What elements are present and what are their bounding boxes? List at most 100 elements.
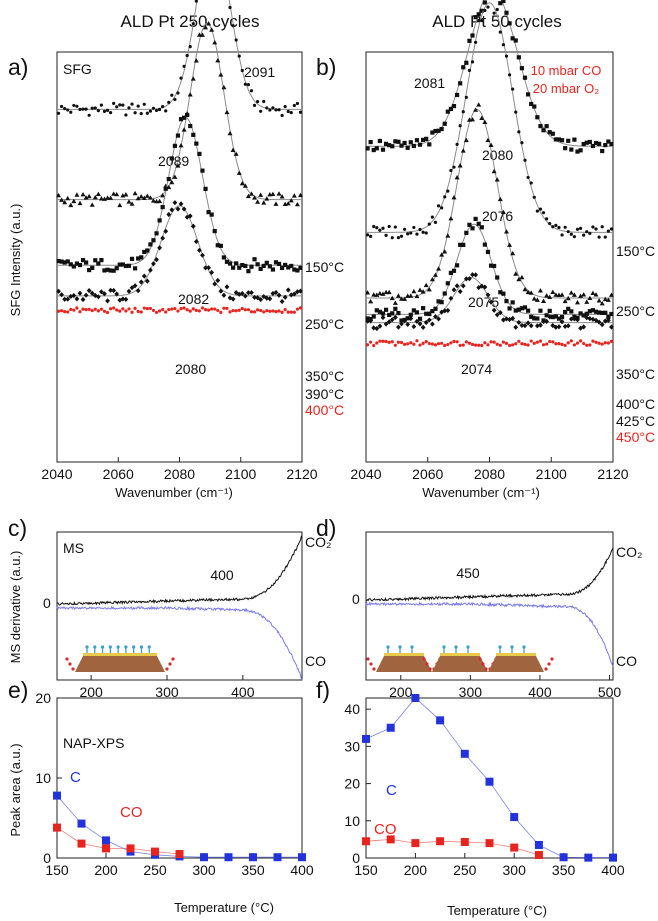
sfg-data-point [560,342,564,346]
sfg-temperature-label: 400°C [616,396,655,412]
sfg-data-point [160,192,166,198]
sfg-data-point [77,290,83,296]
sfg-data-point [84,307,88,312]
sfg-data-point [510,36,515,41]
sfg-data-point [234,261,239,266]
sfg-data-point [111,268,116,273]
sfg-data-point [433,343,438,347]
sfg-data-point [464,60,469,65]
sfg-data-point [365,316,370,321]
sfg-data-point [473,107,479,112]
sfg-data-point [105,267,110,272]
sfg-data-point [387,312,392,318]
sfg-data-point [209,27,215,32]
sfg-data-point [75,104,79,108]
oxygen-molecule [168,662,172,666]
sfg-data-point [390,236,394,240]
sfg-data-point [445,109,450,114]
sfg-data-point [377,290,383,296]
oxygen-molecule [71,667,75,671]
sfg-data-point [206,308,211,312]
sfg-data-point [181,115,187,120]
sfg-data-point [507,242,513,247]
sfg-temperature-label: 250°C [305,316,344,332]
sfg-data-point [56,258,61,264]
sfg-data-point [606,341,610,345]
sfg-data-point [216,308,220,313]
sfg-data-point [236,291,242,297]
sfg-data-point [291,193,297,198]
sfg-data-point [224,109,230,115]
sfg-data-point [262,310,266,314]
sfg-data-point [218,243,223,248]
sfg-data-point [234,38,238,42]
gas-condition-o2: 20 mbar O₂ [533,81,599,96]
sfg-data-point [145,306,149,311]
sfg-data-point [575,227,580,231]
sfg-data-point [129,201,135,206]
sfg-series-b-0: 150°C 2081 [365,0,655,259]
sfg-data-point [421,306,426,311]
sfg-series-a-2: 350°C 2082 [56,112,344,384]
sfg-data-point [66,108,70,112]
sfg-data-point [187,213,193,219]
sfg-data-point [255,262,260,267]
sfg-data-point [169,156,174,161]
sfg-data-point [427,311,432,317]
sfg-data-point [258,296,264,303]
sfg-data-point [59,104,64,109]
sfg-data-point [148,109,153,113]
sfg-data-point [408,293,414,298]
sfg-data-point [532,104,537,109]
sfg-data-point [197,247,202,253]
ms-trace [365,547,614,602]
sfg-data-point [233,151,239,156]
ms-series-c-CO: CO [56,605,326,680]
panel-letter-b: b) [316,54,336,80]
oxygen-molecule [428,667,432,671]
sfg-data-point [209,212,214,217]
sfg-data-point [239,181,245,186]
sfg-y-axis-label: SFG Intensity (a.u.) [8,204,23,317]
sfg-data-point [602,318,608,324]
sfg-data-point [467,341,472,345]
sfg-data-point [389,295,395,301]
sfg-data-point [477,343,481,347]
sfg-data-point [526,343,530,347]
sfg-data-point [368,139,373,145]
sfg-data-point [514,342,518,346]
sfg-data-point [448,106,454,111]
sfg-data-point [69,110,73,114]
sfg-data-point [246,83,251,87]
sfg-peak-label: 2080 [175,361,206,377]
sfg-data-point [164,310,168,314]
sfg-data-point [526,175,530,180]
sfg-data-point [538,123,543,129]
sfg-data-point [92,292,98,299]
sfg-data-point [294,201,300,207]
sfg-data-point [243,263,248,269]
xps-data-point [386,835,395,844]
sfg-data-point [365,318,370,324]
sfg-data-point [273,201,279,206]
sfg-data-point [476,102,482,107]
sfg-data-point [440,341,444,345]
sfg-frame-a [56,51,303,463]
sfg-data-point [190,223,196,229]
sfg-data-point [411,143,416,149]
sfg-data-point [139,255,144,260]
sfg-data-point [371,147,376,153]
xps-f-x-tick-label: 400 [601,862,625,878]
sfg-data-point [390,311,395,316]
sfg-data-point [87,307,91,311]
sfg-data-point [402,296,408,301]
sfg-peak-label: 2080 [482,147,513,163]
co-molecule [116,645,120,649]
co-molecule [386,645,390,649]
sfg-data-point [443,195,447,199]
oxygen-molecule [372,667,376,671]
sfg-data-point [212,39,218,45]
sfg-data-point [433,220,438,225]
xps-series-e-CO: CO [53,804,184,858]
sfg-data-point [597,141,602,146]
